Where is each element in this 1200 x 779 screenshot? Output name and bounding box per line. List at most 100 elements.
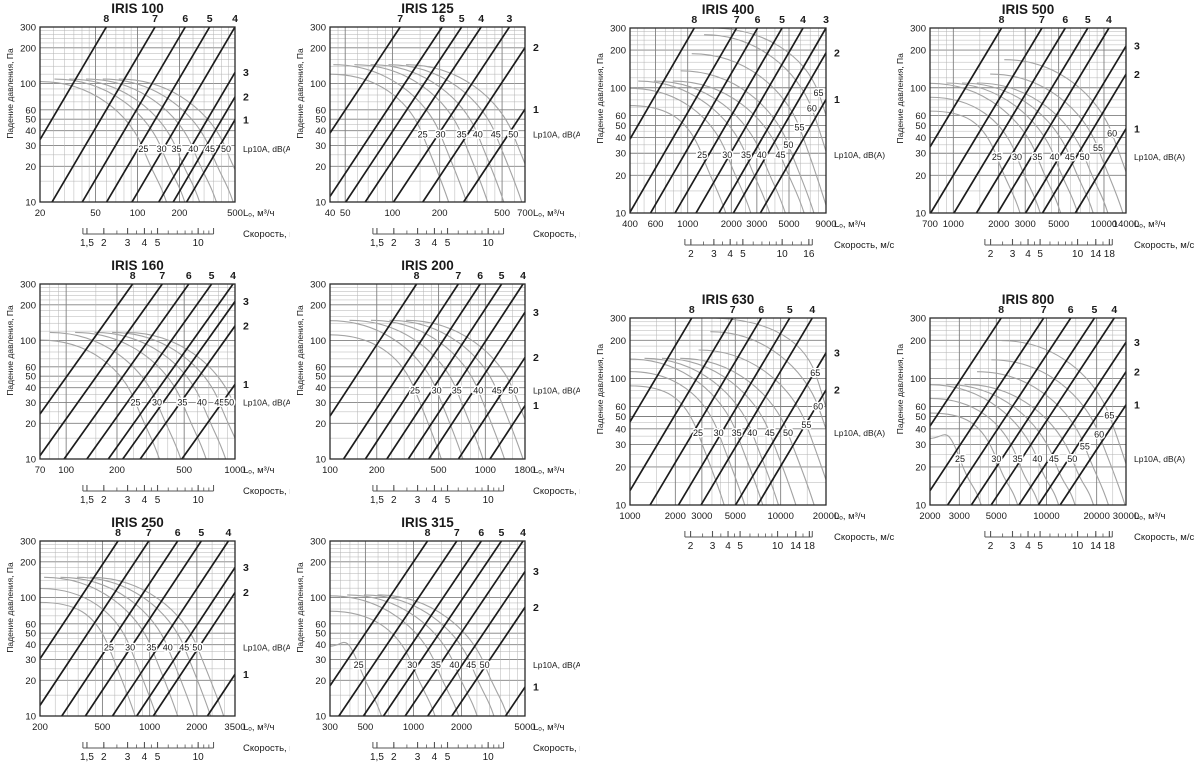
svg-text:60: 60 <box>915 111 926 122</box>
svg-text:3: 3 <box>823 14 829 26</box>
svg-text:30: 30 <box>25 141 36 152</box>
svg-text:5: 5 <box>779 14 785 26</box>
svg-text:10: 10 <box>1072 541 1084 552</box>
svg-text:50: 50 <box>25 629 36 640</box>
svg-text:16: 16 <box>803 249 815 260</box>
svg-text:100: 100 <box>58 465 74 476</box>
svg-text:2: 2 <box>533 602 539 614</box>
svg-text:4: 4 <box>142 495 148 506</box>
svg-text:2: 2 <box>101 238 107 249</box>
noise-labels: 25 30 35 40 45 50 <box>102 641 204 654</box>
damper-lines <box>40 541 235 716</box>
svg-text:300: 300 <box>322 722 338 733</box>
svg-text:20: 20 <box>615 171 626 182</box>
svg-text:30: 30 <box>615 440 626 451</box>
svg-text:5: 5 <box>445 238 451 249</box>
svg-text:45: 45 <box>491 130 501 140</box>
damper-labels: 8 7 6 5 4 3 2 1 <box>115 527 249 681</box>
chart-title: IRIS 800 <box>1002 292 1055 307</box>
svg-text:20: 20 <box>615 462 626 473</box>
svg-text:2: 2 <box>988 541 994 552</box>
svg-text:1: 1 <box>243 669 249 681</box>
svg-text:3000: 3000 <box>949 511 970 522</box>
svg-text:30: 30 <box>432 385 442 395</box>
svg-text:5000: 5000 <box>514 722 535 733</box>
svg-text:4: 4 <box>1025 249 1031 260</box>
svg-text:60: 60 <box>25 362 36 373</box>
noise-axis-label: Lp10A, dB(A) <box>834 150 885 160</box>
svg-text:5000: 5000 <box>725 511 746 522</box>
svg-text:65: 65 <box>810 368 820 378</box>
svg-text:10: 10 <box>193 238 205 249</box>
noise-curves <box>330 64 525 202</box>
svg-text:30: 30 <box>25 655 36 666</box>
plot-border <box>329 540 526 717</box>
svg-text:50: 50 <box>508 385 518 395</box>
svg-text:14000: 14000 <box>1113 219 1139 230</box>
svg-text:5: 5 <box>445 495 451 506</box>
velocity-axis-label: Скорость, м/с <box>1134 532 1194 543</box>
svg-text:10000: 10000 <box>1033 511 1059 522</box>
svg-text:14: 14 <box>1090 541 1102 552</box>
damper-labels: 8 7 6 5 4 3 2 1 <box>130 270 249 391</box>
x-axis: 40 50 100 200 500 700 Lₒ, м³/ч <box>325 208 565 219</box>
svg-text:40: 40 <box>163 642 173 652</box>
svg-text:2: 2 <box>243 321 249 333</box>
svg-text:100: 100 <box>310 79 326 90</box>
svg-text:5: 5 <box>787 304 793 316</box>
chart-title: IRIS 160 <box>111 258 164 273</box>
svg-text:4: 4 <box>1106 14 1112 26</box>
velocity-axis-label: Скорость, м/с <box>243 229 290 240</box>
damper-labels: 8 7 6 5 4 3 2 1 <box>999 14 1140 135</box>
svg-text:40: 40 <box>915 133 926 144</box>
svg-text:3: 3 <box>243 67 249 79</box>
svg-text:45: 45 <box>214 397 224 407</box>
svg-text:40: 40 <box>25 640 36 651</box>
svg-text:7: 7 <box>159 270 165 282</box>
svg-text:1000: 1000 <box>403 722 424 733</box>
pressure-axis-title: Падение давления, Па <box>295 48 305 139</box>
pressure-axis-title: Падение давления, Па <box>5 562 15 653</box>
svg-text:3: 3 <box>1010 541 1016 552</box>
svg-text:60: 60 <box>1107 129 1117 139</box>
svg-text:3000: 3000 <box>746 219 767 230</box>
svg-text:2: 2 <box>391 238 397 249</box>
svg-text:1: 1 <box>533 400 539 412</box>
svg-text:5: 5 <box>155 495 161 506</box>
damper-lines <box>930 28 1126 213</box>
svg-text:5: 5 <box>1092 304 1098 316</box>
damper-labels: 8 7 6 5 4 3 2 1 <box>998 304 1140 411</box>
velocity-axis-label: Скорость, м/с <box>533 743 580 754</box>
chart-iris-100: IRIS 100 8 7 6 5 4 3 2 1 25 30 35 40 45 50 Lp10A, dB(A)… <box>2 0 290 252</box>
svg-text:200: 200 <box>610 46 626 57</box>
svg-text:5: 5 <box>1037 249 1043 260</box>
svg-text:3: 3 <box>415 238 421 249</box>
svg-text:8: 8 <box>103 13 109 25</box>
svg-text:8: 8 <box>999 14 1005 26</box>
svg-text:7: 7 <box>454 527 460 539</box>
svg-text:50: 50 <box>315 372 326 383</box>
velocity-axis-label: Скорость, м/с <box>243 743 290 754</box>
svg-text:2000: 2000 <box>988 219 1009 230</box>
svg-text:6: 6 <box>477 270 483 282</box>
svg-text:1000: 1000 <box>475 465 496 476</box>
svg-text:55: 55 <box>1093 143 1103 153</box>
svg-text:10: 10 <box>25 455 36 466</box>
svg-text:1000: 1000 <box>677 219 698 230</box>
svg-text:3: 3 <box>1134 337 1140 349</box>
svg-text:35: 35 <box>177 397 187 407</box>
svg-text:40: 40 <box>757 150 767 160</box>
svg-text:200: 200 <box>20 43 36 54</box>
svg-text:40: 40 <box>25 383 36 394</box>
svg-text:5: 5 <box>1037 541 1043 552</box>
flow-axis-unit: Lₒ, м³/ч <box>834 219 865 230</box>
